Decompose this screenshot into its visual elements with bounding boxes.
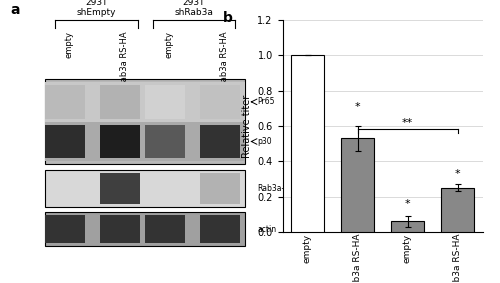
Bar — [45, 79, 245, 164]
Text: actin: actin — [258, 225, 276, 234]
Text: 293T
shEmpty: 293T shEmpty — [76, 0, 116, 17]
Text: *: * — [404, 199, 410, 209]
Bar — [391, 221, 424, 232]
Bar — [100, 125, 140, 158]
Text: 293T
shRab3a: 293T shRab3a — [174, 0, 213, 17]
Bar — [145, 215, 185, 243]
Bar — [341, 138, 374, 232]
Bar — [45, 215, 85, 243]
Text: Rab3a RS-HA: Rab3a RS-HA — [220, 31, 229, 87]
Text: *: * — [354, 102, 360, 112]
Text: empty: empty — [165, 31, 174, 58]
Text: Pr65: Pr65 — [258, 97, 275, 106]
Text: Rab3a RS-HA: Rab3a RS-HA — [120, 31, 129, 87]
Text: *: * — [454, 169, 460, 179]
Bar — [200, 215, 240, 243]
Text: **: ** — [402, 118, 413, 128]
Bar — [145, 125, 185, 158]
Bar — [45, 85, 85, 119]
Bar — [145, 85, 185, 119]
Text: p30: p30 — [258, 137, 272, 146]
Bar — [200, 85, 240, 119]
Bar — [100, 215, 140, 243]
Text: empty: empty — [65, 31, 74, 58]
Bar — [200, 125, 240, 158]
Text: Rab3a-HA: Rab3a-HA — [258, 184, 296, 193]
Text: b: b — [222, 11, 232, 25]
Bar — [45, 212, 245, 246]
Bar — [291, 55, 324, 232]
Bar — [442, 188, 474, 232]
Text: a: a — [10, 3, 20, 17]
Bar — [45, 122, 245, 161]
Bar — [200, 173, 240, 204]
Bar — [45, 82, 245, 122]
Bar — [100, 173, 140, 204]
Bar — [100, 85, 140, 119]
Y-axis label: Relative titer: Relative titer — [242, 94, 252, 158]
Bar — [45, 170, 245, 207]
Bar — [45, 125, 85, 158]
